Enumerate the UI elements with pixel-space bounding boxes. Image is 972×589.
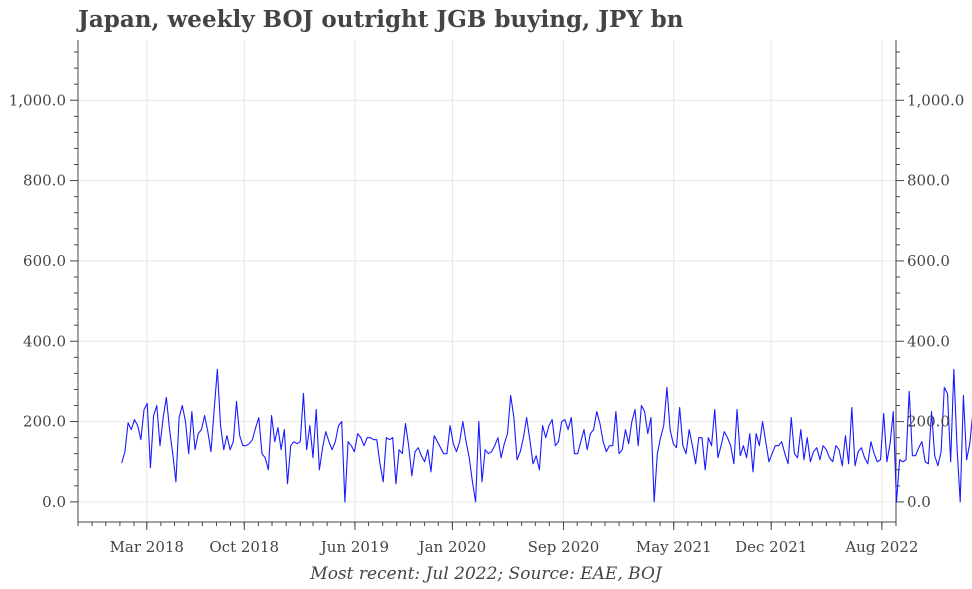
- y-tick-label-right: 200.0: [907, 413, 950, 431]
- series: [121, 368, 972, 503]
- y-tick-label-left: 1,000.0: [9, 91, 66, 109]
- y-tick-label-right: 400.0: [907, 332, 950, 350]
- tick-labels: 0.0 0.0 200.0 200.0 400.0 400.0 600.0 600.0 800.…: [9, 91, 965, 556]
- axes: [70, 40, 904, 530]
- y-tick-label-left: 0.0: [42, 493, 66, 511]
- x-tick-label: Oct 2018: [209, 538, 279, 556]
- y-tick-label-left: 600.0: [23, 252, 66, 270]
- chart-source-note: Most recent: Jul 2022; Source: EAE, BOJ: [310, 564, 662, 584]
- x-tick-label: Sep 2020: [528, 538, 600, 556]
- y-tick-label-left: 200.0: [23, 413, 66, 431]
- series-line: [121, 368, 972, 503]
- x-tick-label: Jan 2020: [417, 538, 487, 556]
- x-tick-label: Dec 2021: [735, 538, 807, 556]
- chart-title: Japan, weekly BOJ outright JGB buying, J…: [78, 6, 684, 33]
- y-tick-label-left: 400.0: [23, 332, 66, 350]
- y-tick-label-right: 600.0: [907, 252, 950, 270]
- grid: [78, 40, 896, 522]
- x-tick-label: Mar 2018: [110, 538, 184, 556]
- x-tick-label: May 2021: [636, 538, 712, 556]
- y-tick-label-right: 0.0: [907, 493, 931, 511]
- x-tick-label: Jun 2019: [319, 538, 389, 556]
- y-tick-label-right: 1,000.0: [907, 91, 964, 109]
- y-tick-label-right: 800.0: [907, 172, 950, 190]
- x-tick-label: Aug 2022: [844, 538, 918, 556]
- y-tick-label-left: 800.0: [23, 172, 66, 190]
